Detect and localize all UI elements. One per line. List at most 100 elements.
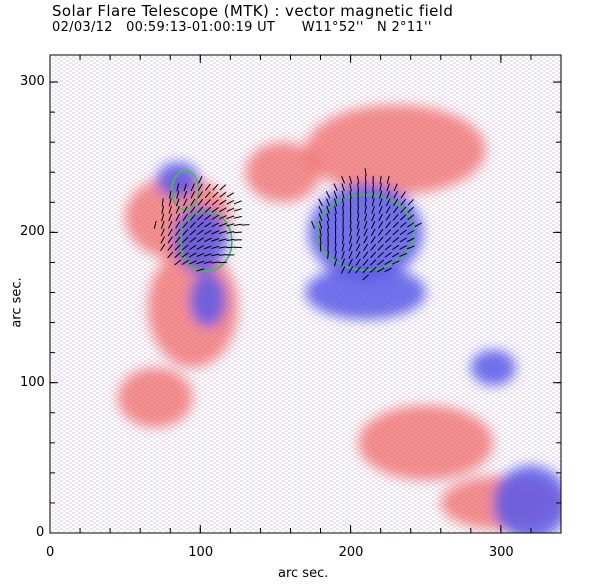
- field-vector: [182, 229, 189, 236]
- field-vector: [175, 221, 181, 229]
- field-vector: [333, 198, 338, 207]
- field-vector: [349, 183, 352, 192]
- negative-polarity-region: [493, 465, 561, 533]
- field-vector: [349, 235, 353, 244]
- field-vector: [167, 236, 173, 244]
- field-vector: [190, 198, 196, 206]
- field-vector: [334, 235, 337, 244]
- negative-polarity-region: [189, 272, 226, 328]
- field-vector: [400, 191, 406, 199]
- field-vector: [371, 190, 375, 199]
- y-tick-label: 100: [20, 374, 45, 390]
- positive-polarity-region: [305, 104, 486, 195]
- field-vector: [218, 230, 227, 235]
- field-vector: [399, 252, 408, 258]
- field-vector: [341, 183, 345, 192]
- field-vector: [196, 237, 204, 243]
- field-vector: [196, 229, 204, 236]
- field-vector: [399, 237, 407, 243]
- positive-polarity-region: [358, 405, 494, 481]
- field-vector: [364, 205, 367, 214]
- field-vector: [181, 244, 189, 251]
- field-vector: [341, 258, 346, 267]
- field-vector: [167, 251, 174, 259]
- field-vector: [183, 190, 188, 199]
- field-vector: [414, 222, 422, 228]
- field-vector: [169, 190, 172, 199]
- field-vector: [233, 231, 242, 234]
- field-vector: [174, 228, 181, 236]
- field-vector: [311, 220, 315, 229]
- field-vector: [241, 224, 250, 226]
- field-vector: [181, 252, 189, 258]
- field-vector: [377, 251, 384, 258]
- field-vector: [334, 243, 337, 252]
- field-vector: [407, 199, 414, 206]
- field-vector: [386, 190, 391, 199]
- field-vector: [363, 228, 368, 237]
- field-vector: [168, 221, 173, 229]
- field-vector: [362, 274, 369, 281]
- field-vector: [161, 198, 164, 207]
- field-vector: [399, 229, 407, 236]
- field-vector: [233, 208, 242, 212]
- field-vector: [189, 252, 197, 258]
- field-vector: [318, 205, 323, 214]
- field-vector: [334, 220, 337, 229]
- field-vector: [385, 213, 391, 221]
- field-vector: [363, 236, 368, 244]
- field-vector: [175, 213, 181, 222]
- field-vector: [349, 198, 352, 207]
- field-vector: [348, 258, 353, 267]
- field-vector: [233, 200, 242, 205]
- field-vector: [174, 259, 182, 266]
- field-vector: [379, 175, 382, 184]
- field-vector: [203, 260, 212, 264]
- field-vector: [364, 168, 367, 177]
- field-vector: [356, 220, 360, 229]
- field-vector: [377, 267, 385, 273]
- x-axis-label: arc sec.: [278, 566, 329, 581]
- field-vector: [190, 183, 195, 192]
- field-vector: [175, 198, 180, 207]
- field-vector: [370, 236, 376, 244]
- field-vector: [349, 175, 353, 184]
- field-vector: [153, 220, 157, 229]
- field-vector: [226, 246, 235, 249]
- field-vector: [364, 198, 367, 207]
- field-vector: [319, 228, 322, 237]
- field-vector: [198, 175, 203, 184]
- field-vector: [386, 175, 390, 184]
- field-vector: [174, 244, 181, 251]
- field-vector: [211, 199, 219, 206]
- field-vector: [226, 223, 235, 227]
- y-tick-label: 200: [20, 224, 45, 240]
- field-vector: [378, 205, 383, 214]
- field-vector: [342, 228, 344, 237]
- field-vector: [399, 214, 407, 221]
- field-vector: [334, 250, 337, 259]
- field-vector: [327, 228, 329, 237]
- field-vector: [385, 221, 392, 229]
- field-vector: [182, 236, 189, 244]
- field-vector: [167, 228, 173, 237]
- field-vector: [327, 250, 329, 259]
- field-vector: [219, 184, 227, 191]
- field-vector: [406, 245, 415, 250]
- field-vector: [211, 261, 220, 264]
- field-vector: [318, 213, 323, 222]
- field-vector: [357, 183, 360, 192]
- field-vector: [211, 207, 219, 213]
- field-vector: [212, 191, 219, 198]
- field-vector: [204, 191, 211, 199]
- field-vector: [364, 175, 367, 184]
- y-tick-label: 300: [20, 74, 45, 90]
- field-vector: [356, 228, 360, 237]
- field-vector: [218, 238, 227, 242]
- field-vector: [384, 267, 392, 273]
- field-vector: [355, 258, 361, 267]
- field-vector: [205, 183, 211, 191]
- field-vector: [197, 206, 204, 214]
- field-vector: [392, 213, 399, 221]
- field-vector: [219, 191, 227, 198]
